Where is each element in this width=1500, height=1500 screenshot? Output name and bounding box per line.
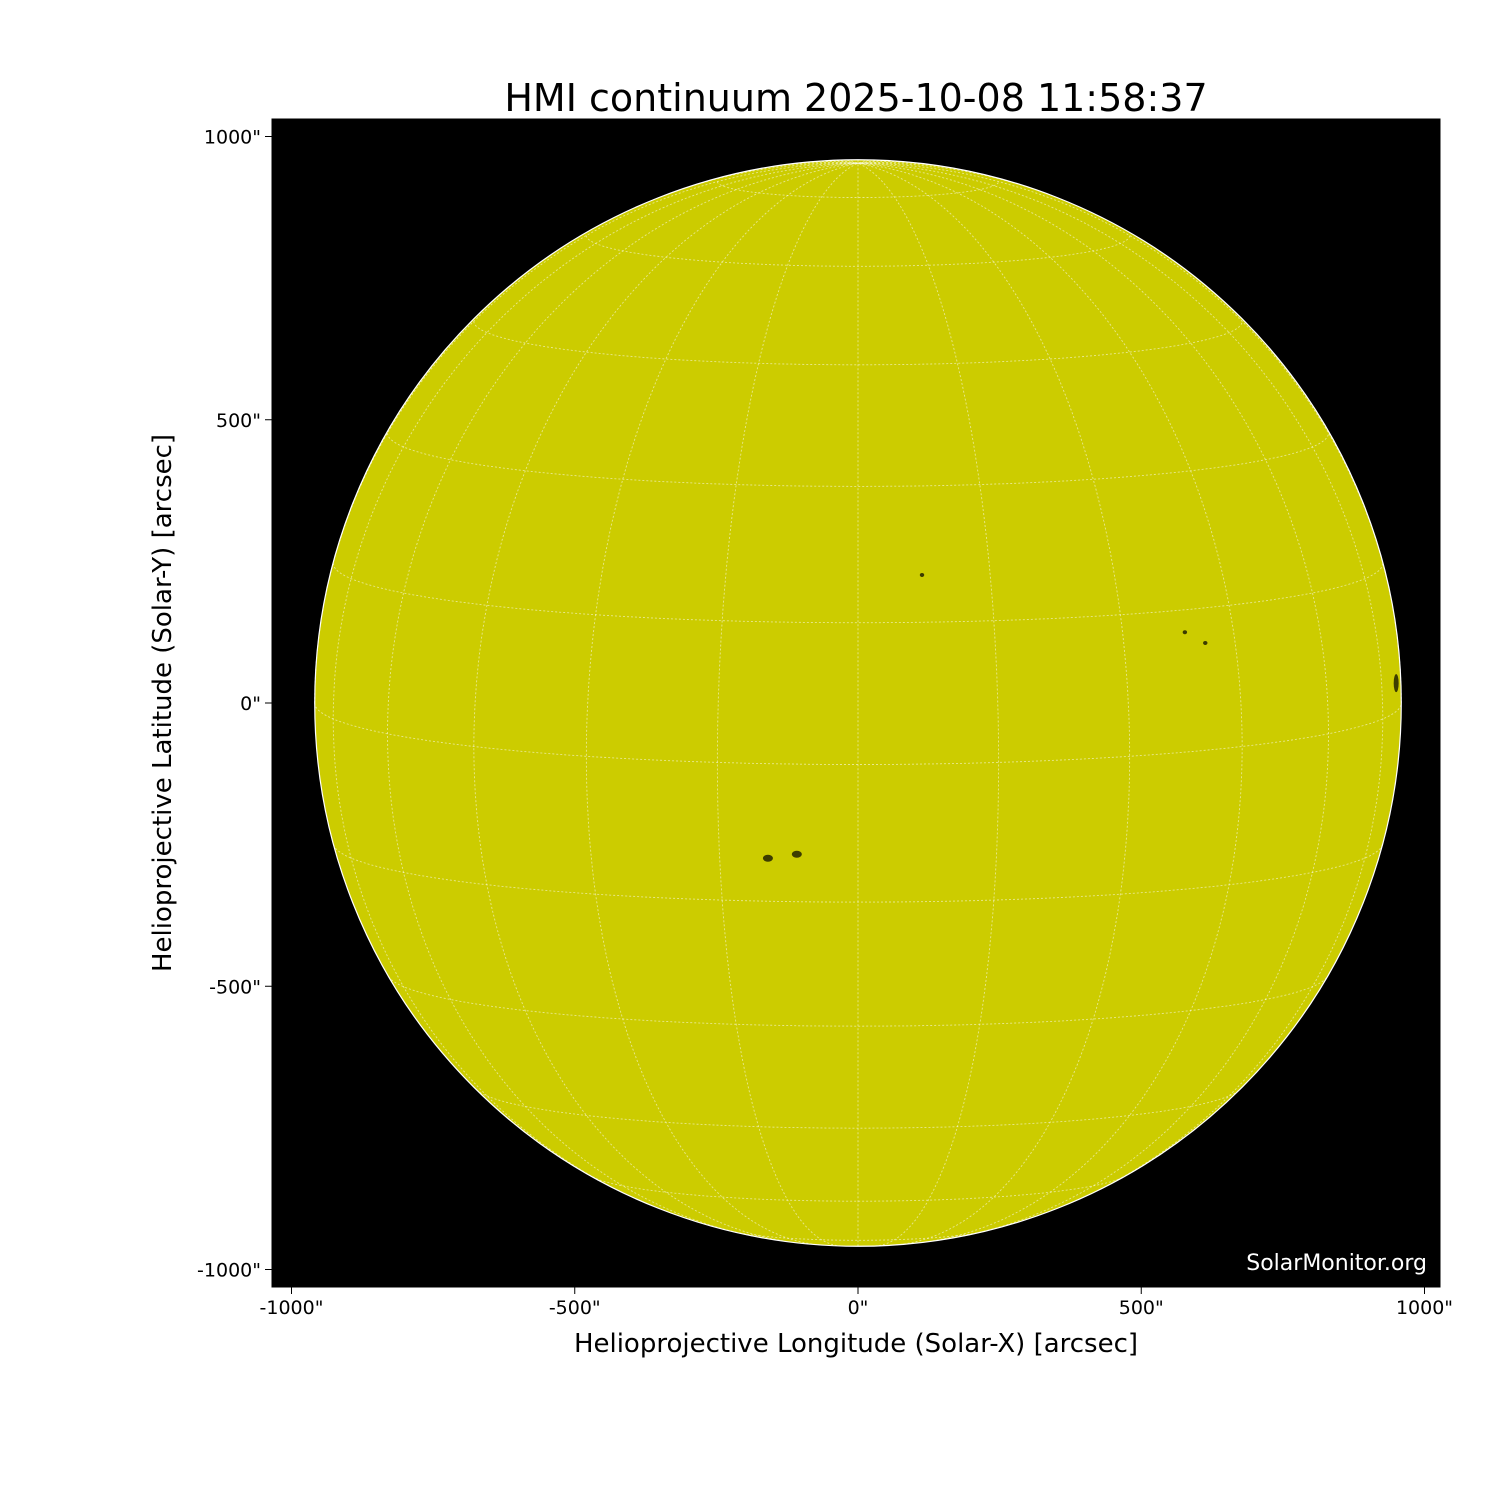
- x-tick-label: 1000": [1396, 1297, 1453, 1319]
- longitude-grid-line: [857, 162, 1064, 201]
- longitude-grid-line: [857, 162, 1402, 704]
- axis-ticks: -1000" -500" 0" 500" 1000" 1000" 500" 0" -500" -1…: [197, 127, 1453, 1320]
- longitude-grid-line: [857, 162, 1131, 1246]
- longitude-grid-line: [314, 162, 859, 704]
- y-tick-label: -1000": [197, 1260, 261, 1282]
- latitude-grid-line: [716, 181, 1000, 198]
- y-tick-label: 1000": [204, 127, 261, 149]
- longitude-grid-line: [857, 160, 892, 164]
- solar-disk-layer: [314, 159, 1402, 1247]
- longitude-grid-line: [857, 159, 873, 164]
- longitude-grid-line: [857, 162, 1329, 1237]
- longitude-grid-line: [857, 162, 1000, 1247]
- sunspot: [791, 850, 802, 858]
- longitude-grid-line: [387, 162, 859, 1237]
- y-tick-label: -500": [209, 976, 261, 998]
- sunspot: [1182, 630, 1188, 635]
- sunspot: [1393, 674, 1399, 693]
- longitude-grid-line: [857, 162, 1243, 1243]
- y-tick-label: 500": [216, 410, 261, 432]
- x-tick-label: 500": [1119, 1297, 1164, 1319]
- longitude-grid-line: [760, 161, 859, 170]
- latitude-grid-line: [387, 433, 1329, 487]
- latitude-grid-line: [388, 976, 1328, 1027]
- latitude-grid-line: [473, 321, 1243, 366]
- x-tick-label: -500": [549, 1297, 601, 1319]
- y-tick-label: 0": [240, 693, 261, 715]
- longitude-grid-line: [857, 161, 956, 170]
- longitude-grid-line: [332, 162, 859, 1204]
- solar-disk: [314, 159, 1402, 1247]
- latitude-grid-line: [476, 1089, 1240, 1129]
- longitude-grid-line: [585, 162, 859, 1246]
- x-axis-label: Helioprojective Longitude (Solar-X) [arc…: [574, 1329, 1138, 1359]
- longitude-grid-line: [797, 161, 859, 164]
- y-axis-label: Helioprojective Latitude (Solar-Y) [arcs…: [148, 434, 178, 972]
- sunspot: [919, 572, 925, 577]
- latitude-grid-line: [592, 1176, 1124, 1202]
- longitude-grid-line: [824, 160, 859, 164]
- x-tick-label: -1000": [260, 1297, 324, 1319]
- chart-title: HMI continuum 2025-10-08 11:58:37: [504, 76, 1207, 120]
- longitude-grid-line: [857, 161, 919, 164]
- longitude-grid-line: [473, 162, 859, 1243]
- sunspot: [762, 854, 773, 862]
- watermark: SolarMonitor.org: [1246, 1251, 1427, 1276]
- sunspot: [1203, 640, 1208, 645]
- longitude-grid-line: [652, 162, 859, 201]
- longitude-grid-line: [857, 162, 1384, 1204]
- longitude-grid-line: [716, 162, 859, 1247]
- longitude-grid-line: [843, 159, 859, 164]
- x-tick-label: 0": [848, 1297, 869, 1319]
